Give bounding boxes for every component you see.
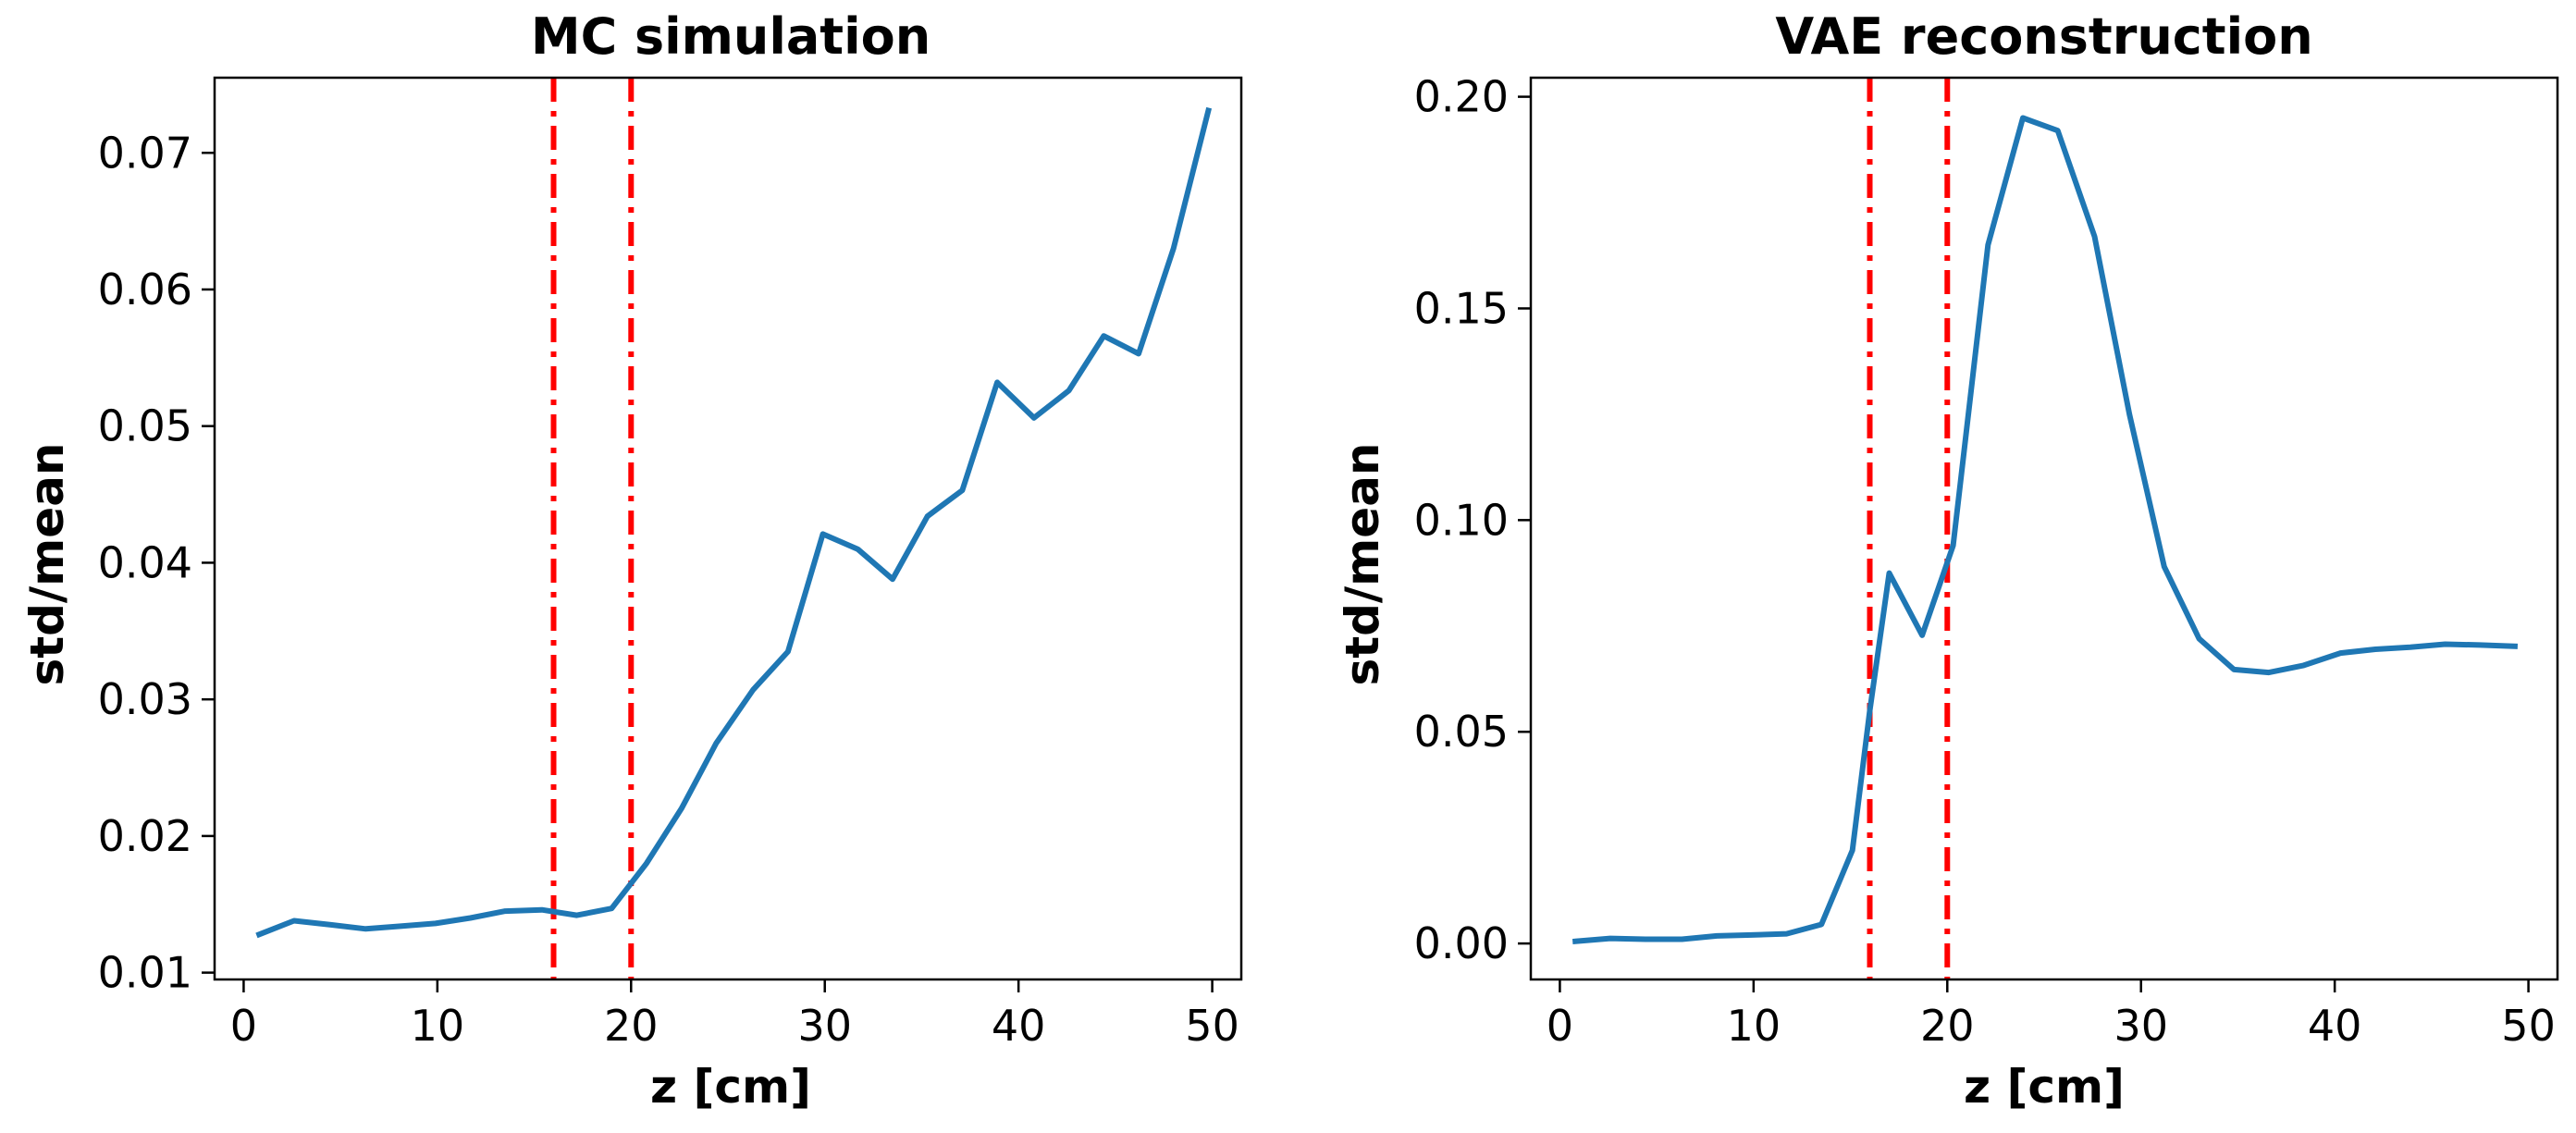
vae-y-tick-label: 0.00: [1414, 918, 1509, 968]
vae-y-tick-label: 0.10: [1414, 495, 1509, 545]
mc-x-axis-title: z [cm]: [650, 1060, 811, 1114]
mc-threshold-lines: [550, 78, 635, 979]
mc-y-tick-label: 0.07: [98, 128, 192, 178]
vae-reconstruction-title: VAE reconstruction: [1775, 7, 2312, 66]
vae-ticks: 0 10 20 30 40 50 0.00 0.05 0.10 0.15 0.20: [1414, 72, 2556, 1051]
vae-y-axis-title: std/mean: [1336, 442, 1389, 685]
mc-x-tick-label: 0: [230, 1001, 257, 1051]
vae-x-tick-label: 40: [2308, 1001, 2362, 1051]
mc-y-axis-title: std/mean: [20, 442, 74, 685]
vae-threshold-lines: [1867, 78, 1951, 979]
vae-y-tick-label: 0.05: [1414, 707, 1509, 757]
vae-x-tick-label: 10: [1727, 1001, 1781, 1051]
vae-std-mean-line: [1571, 115, 2519, 945]
mc-std-mean-line: [255, 106, 1213, 939]
mc-y-tick-label: 0.05: [98, 401, 192, 451]
vae-x-axis-title: z [cm]: [1964, 1060, 2125, 1114]
vae-x-tick-label: 0: [1547, 1001, 1573, 1051]
vae-y-tick-label: 0.20: [1414, 72, 1509, 122]
vae-y-tick-label: 0.15: [1414, 283, 1509, 333]
mc-x-tick-label: 10: [411, 1001, 465, 1051]
mc-y-tick-label: 0.06: [98, 265, 192, 314]
mc-y-tick-label: 0.03: [98, 674, 192, 724]
vae-x-tick-label: 20: [1920, 1001, 1975, 1051]
mc-x-tick-label: 30: [797, 1001, 852, 1051]
mc-ticks: 0 10 20 30 40 50 0.01 0.02 0.03 0.04 0.05 0.06 0.07: [98, 128, 1239, 1051]
vae-x-tick-label: 30: [2114, 1001, 2168, 1051]
mc-y-tick-label: 0.02: [98, 811, 192, 861]
mc-simulation-title: MC simulation: [531, 7, 931, 66]
vae-x-tick-label: 50: [2501, 1001, 2556, 1051]
mc-x-tick-label: 50: [1185, 1001, 1239, 1051]
vae-reconstruction-panel: VAE reconstruction std/mean z [cm] 0 10 20…: [1336, 7, 2559, 1114]
mc-simulation-panel: MC simulation std/mean z [cm] 0 10 20 30 40 5…: [20, 7, 1243, 1114]
mc-x-tick-label: 40: [992, 1001, 1046, 1051]
mc-y-tick-label: 0.01: [98, 948, 192, 998]
mc-x-tick-label: 20: [604, 1001, 659, 1051]
vae-plot-frame: [1529, 76, 2559, 981]
mc-y-tick-label: 0.04: [98, 537, 192, 587]
mc-plot-frame: [213, 76, 1243, 981]
